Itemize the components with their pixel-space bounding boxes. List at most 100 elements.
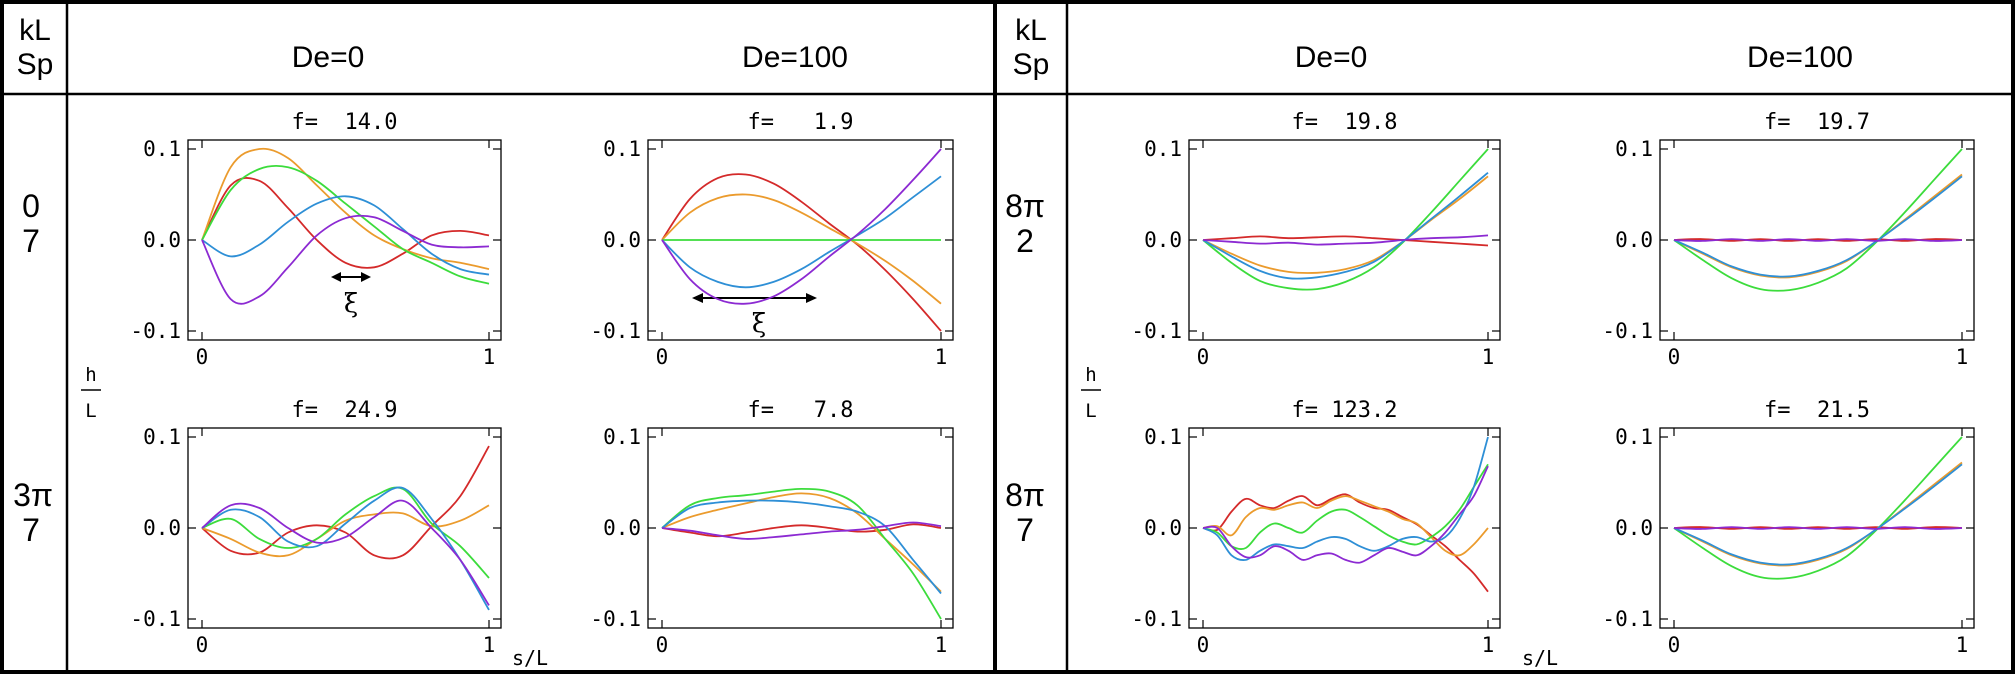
x-tick-label: 1 [935, 345, 948, 369]
x-tick-label: 0 [196, 345, 209, 369]
series-line-green [661, 487, 942, 620]
y-tick-label: -0.1 [590, 319, 641, 343]
header-left-de0: De=0 [292, 41, 365, 74]
y-tick-label: -0.1 [1602, 607, 1653, 631]
row-label-right-top-kl: 8π [1005, 188, 1045, 224]
plot-panel-5: -0.1 0.0 0.1 0 1 f= 24.9 [130, 398, 502, 657]
x-tick-label: 0 [1197, 345, 1210, 369]
y-tick-label: -0.1 [130, 319, 181, 343]
row-label-left-bottom-kl: 3π [13, 477, 53, 513]
row-label-right-top-sp: 2 [1016, 223, 1034, 259]
xlabel-left: s/L [512, 646, 548, 670]
ylabel-left-num: h [85, 364, 96, 386]
series-line-purple [1673, 526, 1963, 530]
y-tick-label: 0.0 [143, 228, 181, 252]
series-line-blue [201, 486, 490, 611]
x-tick-label: 0 [196, 633, 209, 657]
x-tick-label: 1 [483, 345, 496, 369]
series-line-green [1202, 463, 1489, 551]
series-line-green [1673, 436, 1963, 580]
x-tick-label: 0 [656, 633, 669, 657]
series-line-purple [1673, 238, 1963, 242]
series-line-blue [1202, 172, 1489, 280]
header-right-de100: De=100 [1747, 41, 1853, 74]
x-tick-label: 1 [1956, 345, 1969, 369]
series-line-red [1202, 235, 1489, 247]
xi-label-panel1: ξ [344, 289, 358, 319]
y-tick-label: 0.1 [603, 137, 641, 161]
ylabel-right-num: h [1085, 364, 1096, 386]
plot-title: f= 19.7 [1764, 110, 1870, 135]
plot-frame [1188, 139, 1501, 341]
plot-panel-4: -0.1 0.0 0.1 0 1 f= 19.7 [1602, 110, 1975, 369]
x-tick-label: 1 [1482, 345, 1495, 369]
plot-title: f= 24.9 [292, 398, 398, 423]
plot-title: f= 19.8 [1292, 110, 1398, 135]
series-line-purple [1202, 465, 1489, 564]
series-line-red [1673, 526, 1963, 530]
plot-panel-2: -0.1 0.0 0.1 0 1 f= 1.9 [590, 110, 954, 369]
y-tick-label: 0.0 [1144, 516, 1182, 540]
y-tick-label: 0.1 [603, 425, 641, 449]
y-tick-label: -0.1 [1602, 319, 1653, 343]
xi-annotation-panel1: ξ [331, 272, 371, 319]
series-line-orange [201, 147, 490, 270]
series-line-purple [1202, 234, 1489, 246]
y-tick-label: -0.1 [130, 607, 181, 631]
xi-label-panel2: ξ [752, 309, 766, 339]
series-line-green [1673, 148, 1963, 292]
plot-title: f= 21.5 [1764, 398, 1870, 423]
xi-annotation-panel2: ξ [692, 293, 817, 339]
corner-kl-right: kL [1015, 14, 1047, 47]
series-line-orange [1673, 173, 1963, 279]
plot-title: f= 14.0 [292, 110, 398, 135]
y-tick-label: 0.1 [143, 137, 181, 161]
row-label-left-top-sp: 7 [22, 223, 40, 259]
plot-title: f= 7.8 [748, 398, 854, 423]
row-label-left-bottom-sp: 7 [22, 512, 40, 548]
y-tick-label: -0.1 [1131, 319, 1182, 343]
plot-frame [647, 427, 954, 629]
plot-title: f= 123.2 [1292, 398, 1398, 423]
series-line-blue [661, 175, 942, 289]
header-left-de100: De=100 [742, 41, 848, 74]
x-tick-label: 1 [1482, 633, 1495, 657]
corner-sp-right: Sp [1013, 48, 1050, 81]
plot-panel-7: -0.1 0.0 0.1 0 1 f= 123.2 [1131, 398, 1501, 657]
plot-panel-6: -0.1 0.0 0.1 0 1 f= 7.8 [590, 398, 954, 657]
series-line-orange [661, 492, 942, 593]
series-line-orange [1202, 495, 1489, 557]
xlabel-right: s/L [1522, 646, 1558, 670]
header-right-de0: De=0 [1295, 41, 1368, 74]
x-tick-label: 1 [483, 633, 496, 657]
plot-panel-3: -0.1 0.0 0.1 0 1 f= 19.8 [1131, 110, 1501, 369]
x-tick-label: 1 [935, 633, 948, 657]
series-line-green [1202, 148, 1489, 291]
plot-panel-8: -0.1 0.0 0.1 0 1 f= 21.5 [1602, 398, 1975, 657]
row-label-left-top-kl: 0 [22, 188, 40, 224]
series-line-blue [1673, 175, 1963, 278]
x-tick-label: 1 [1956, 633, 1969, 657]
corner-sp-left: Sp [17, 48, 54, 81]
series-line-purple [661, 148, 942, 305]
series-line-purple [201, 499, 490, 606]
series-line-red [1202, 493, 1489, 593]
y-tick-label: 0.1 [1615, 137, 1653, 161]
y-tick-label: 0.0 [1615, 516, 1653, 540]
series-line-green [201, 164, 490, 285]
y-tick-label: 0.1 [1144, 137, 1182, 161]
y-tick-label: 0.0 [143, 516, 181, 540]
plot-frame [187, 427, 502, 629]
ylabel-left-den: L [85, 400, 96, 422]
y-tick-label: 0.1 [1615, 425, 1653, 449]
series-line-purple [661, 521, 942, 540]
ylabel-right-den: L [1085, 400, 1096, 422]
y-tick-label: 0.0 [1615, 228, 1653, 252]
x-tick-label: 0 [656, 345, 669, 369]
series-line-orange [1202, 175, 1489, 274]
series-line-blue [201, 195, 490, 276]
y-tick-label: 0.0 [603, 516, 641, 540]
series-line-red [201, 177, 490, 269]
y-tick-label: 0.1 [1144, 425, 1182, 449]
